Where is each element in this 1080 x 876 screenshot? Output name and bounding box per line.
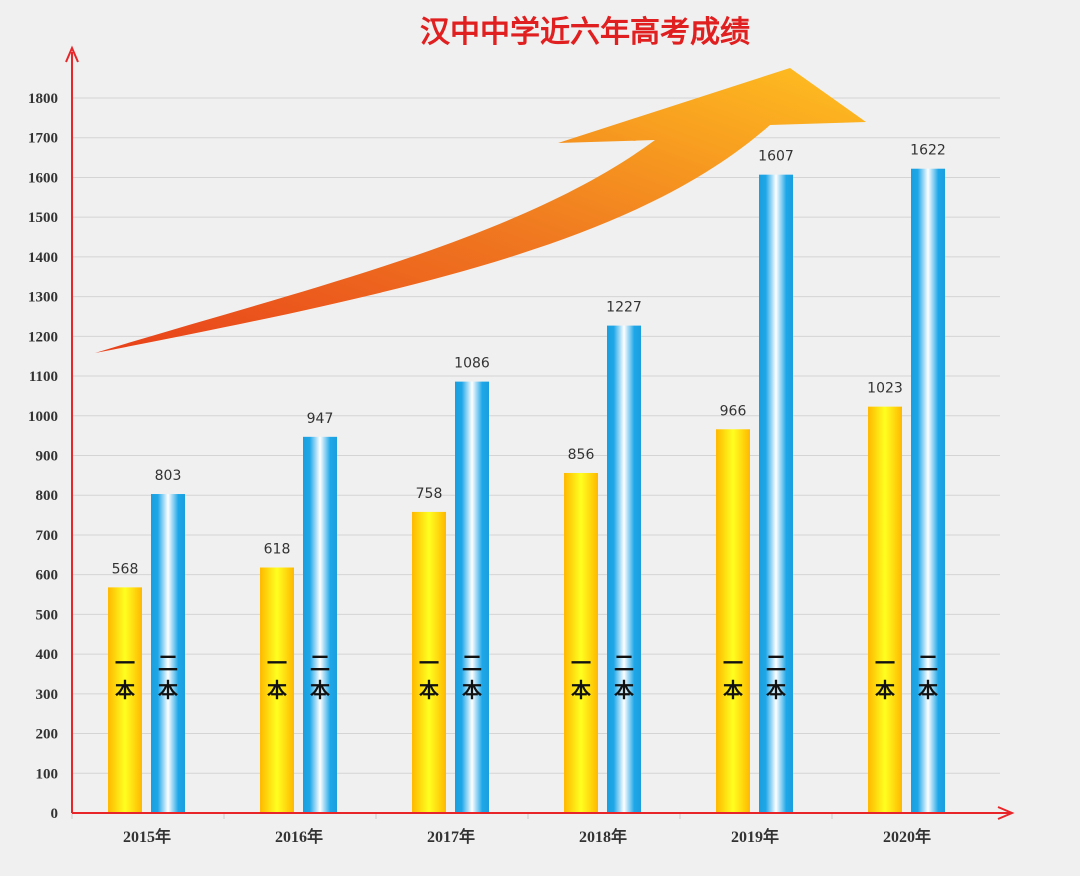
series-label: 一 — [571, 651, 591, 675]
y-tick-label: 1600 — [28, 170, 58, 186]
data-label: 947 — [307, 411, 334, 427]
data-label: 1023 — [867, 381, 903, 397]
bar-erben — [151, 494, 185, 813]
chart-title: 汉中中学近六年高考成绩 — [420, 15, 750, 50]
y-tick-label: 1300 — [28, 290, 58, 306]
x-axis-arrow-icon — [997, 806, 1015, 820]
y-axis-arrow-icon — [65, 45, 79, 63]
series-label: 一 — [723, 651, 743, 675]
y-tick-label: 500 — [36, 607, 59, 623]
bar-yiben — [412, 511, 446, 813]
data-label: 1086 — [454, 356, 490, 372]
series-label: 本 — [723, 678, 743, 702]
y-tick-label: 400 — [36, 647, 59, 663]
data-label: 568 — [112, 561, 139, 577]
x-tick-label: 2015年 — [123, 827, 171, 846]
y-tick-label: 1000 — [28, 409, 58, 425]
x-tick-label: 2019年 — [731, 827, 779, 846]
series-label: 二 — [918, 651, 938, 675]
y-tick-label: 100 — [36, 766, 59, 782]
y-tick-label: 200 — [36, 727, 59, 743]
data-label: 618 — [264, 542, 291, 558]
series-label: 本 — [115, 678, 135, 702]
x-tick-label: 2020年 — [883, 827, 931, 846]
y-tick-label: 1200 — [28, 329, 58, 345]
y-tick-label: 600 — [36, 568, 59, 584]
data-label: 758 — [416, 486, 443, 502]
bar-yiben — [564, 472, 598, 813]
series-label: 本 — [918, 678, 938, 702]
bar-yiben — [716, 429, 750, 813]
series-label: 本 — [875, 678, 895, 702]
series-label: 本 — [571, 678, 591, 702]
y-tick-label: 1100 — [29, 369, 58, 385]
data-label: 1622 — [910, 143, 946, 159]
series-label: 二 — [462, 651, 482, 675]
y-tick-label: 1400 — [28, 250, 58, 266]
x-tick-label: 2017年 — [427, 827, 475, 846]
y-tick-label: 300 — [36, 687, 59, 703]
data-label: 1227 — [606, 300, 642, 316]
series-label: 一 — [267, 651, 287, 675]
series-label: 本 — [158, 678, 178, 702]
series-label: 二 — [614, 651, 634, 675]
y-tick-label: 800 — [36, 488, 59, 504]
series-label: 二 — [766, 651, 786, 675]
series-label: 本 — [419, 678, 439, 702]
bar-erben — [455, 381, 489, 813]
series-label: 一 — [419, 651, 439, 675]
bar-erben — [759, 174, 793, 814]
y-tick-label: 1500 — [28, 210, 58, 226]
data-label: 1607 — [758, 149, 794, 165]
bar-yiben — [260, 567, 294, 813]
y-tick-label: 0 — [51, 806, 59, 822]
series-label: 本 — [310, 678, 330, 702]
x-tick-label: 2016年 — [275, 827, 323, 846]
bar-yiben — [108, 587, 142, 813]
y-tick-label: 700 — [36, 528, 59, 544]
arrow-decoration — [95, 68, 866, 353]
series-label: 本 — [462, 678, 482, 702]
series-label: 二 — [158, 651, 178, 675]
x-tick-label: 2018年 — [579, 827, 627, 846]
data-label: 856 — [568, 447, 595, 463]
series-label: 一 — [115, 651, 135, 675]
bar-erben — [911, 168, 945, 813]
bar-erben — [607, 325, 641, 813]
y-tick-label: 1800 — [28, 91, 58, 107]
data-label: 803 — [155, 468, 182, 484]
y-tick-label: 900 — [36, 449, 59, 465]
data-label: 966 — [720, 403, 747, 419]
series-label: 本 — [766, 678, 786, 702]
bar-erben — [303, 436, 337, 813]
series-label: 一 — [875, 651, 895, 675]
bar-yiben — [868, 406, 902, 813]
series-label: 本 — [267, 678, 287, 702]
series-label: 二 — [310, 651, 330, 675]
y-tick-label: 1700 — [28, 131, 58, 147]
series-label: 本 — [614, 678, 634, 702]
